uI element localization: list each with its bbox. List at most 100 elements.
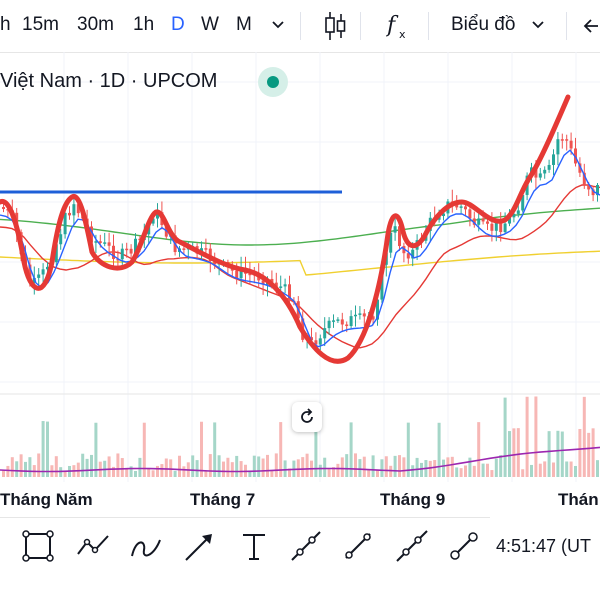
volume-bar — [402, 457, 406, 477]
candle-body — [107, 242, 111, 246]
candle-body — [459, 206, 463, 208]
trend-line-icon[interactable] — [340, 528, 376, 564]
ray-icon[interactable] — [288, 528, 324, 564]
volume-bar — [437, 422, 441, 477]
timeframe-m[interactable]: M — [236, 14, 252, 35]
x-axis-label: Tháng 9 — [380, 490, 446, 509]
candle-body — [398, 226, 401, 247]
chevron-down-icon[interactable] — [270, 16, 286, 37]
volume-bar — [173, 470, 177, 477]
brush-icon[interactable] — [128, 528, 164, 564]
timeframe-15m[interactable]: 15m — [22, 14, 59, 35]
candle-body — [204, 248, 208, 250]
volume-bar — [261, 458, 265, 477]
volume-bar — [107, 456, 111, 477]
candle-body — [103, 242, 107, 244]
candle-body — [516, 210, 520, 214]
volume-bar — [468, 457, 472, 477]
volume-bar — [252, 455, 256, 477]
candle-body — [477, 218, 481, 225]
volume-bar — [582, 396, 586, 477]
volume-bar — [160, 464, 164, 477]
volume-bar — [525, 396, 529, 477]
volume-bar — [235, 455, 239, 477]
drawing-toolbar — [0, 517, 490, 574]
volume-bar — [358, 459, 362, 477]
volume-bar — [305, 453, 309, 477]
volume-bar — [318, 464, 322, 477]
volume-bar — [503, 397, 507, 477]
toolbar-divider — [300, 12, 301, 40]
volume-bar — [63, 470, 67, 477]
volume-bar — [222, 461, 225, 477]
volume-bar — [37, 453, 41, 477]
timeframe-d[interactable]: D — [171, 14, 185, 35]
candle-body — [261, 280, 265, 285]
timeframe-w[interactable]: W — [201, 14, 219, 35]
timeframe-partial[interactable]: h — [0, 14, 11, 35]
text-icon[interactable] — [236, 528, 272, 564]
candle-body — [332, 320, 335, 322]
candle-body — [596, 184, 599, 196]
volume-bar — [534, 396, 538, 477]
volume-bar — [327, 468, 331, 477]
volume-bar — [442, 459, 445, 477]
undo-arrow-icon[interactable] — [582, 14, 600, 43]
candle-body — [120, 248, 124, 260]
volume-bar — [182, 466, 186, 477]
candle-body — [41, 269, 45, 275]
volume-bar — [521, 469, 525, 477]
candle-body — [358, 313, 362, 315]
rectangle-icon[interactable] — [20, 528, 56, 564]
candle-body — [2, 207, 5, 210]
timeframe-1h[interactable]: 1h — [133, 14, 155, 35]
arrow-icon[interactable] — [182, 528, 218, 564]
candlestick-icon[interactable] — [322, 10, 348, 47]
chart-type-button[interactable]: Biểu đồ — [451, 14, 516, 35]
candle-body — [393, 226, 397, 233]
volume-bar — [499, 455, 503, 477]
chevron-down-icon[interactable] — [530, 16, 546, 37]
volume-bar — [472, 465, 476, 477]
volume-bar — [323, 457, 327, 477]
volume-bar — [257, 456, 261, 477]
indicators-fx-icon[interactable]: f x — [385, 10, 414, 47]
volume-bar — [279, 422, 283, 477]
volume-bar — [169, 459, 173, 477]
volume-bar — [6, 465, 10, 477]
x-axis-label: Thán — [558, 490, 599, 509]
chart-grid — [0, 52, 600, 482]
candle-body — [508, 217, 511, 224]
volume-bar — [587, 432, 591, 477]
volume-bar — [420, 462, 423, 477]
volume-bar — [455, 467, 459, 477]
volume-bar — [112, 466, 115, 477]
volume-bar — [116, 453, 120, 477]
volume-bar — [24, 461, 27, 477]
volume-bar — [120, 458, 124, 477]
candle-body — [274, 282, 278, 288]
extended-line-icon[interactable] — [394, 528, 430, 564]
candle-body — [543, 169, 547, 174]
volume-bar — [151, 470, 155, 477]
candle-body — [552, 154, 555, 165]
volume-bar — [516, 428, 520, 477]
top-toolbar: h 15m 30m 1h D W M f x Biểu đồ — [0, 0, 600, 53]
volume-bar — [464, 465, 467, 477]
volume-bar — [200, 421, 203, 477]
volume-bar — [547, 431, 551, 477]
candle-body — [37, 274, 41, 278]
volume-bar — [578, 428, 582, 477]
clock-readout: 4:51:47 (UT — [496, 536, 592, 556]
volume-bar — [164, 458, 168, 477]
path-icon[interactable] — [75, 528, 111, 564]
price-chart[interactable] — [0, 52, 600, 517]
volume-bar — [239, 461, 243, 477]
timeframe-30m[interactable]: 30m — [77, 14, 114, 35]
candle-body — [125, 248, 129, 251]
info-line-icon[interactable] — [446, 528, 482, 564]
candle-body — [288, 284, 291, 301]
candle-body — [468, 209, 472, 219]
volume-bar — [217, 455, 221, 477]
reset-chart-button[interactable] — [292, 402, 322, 432]
